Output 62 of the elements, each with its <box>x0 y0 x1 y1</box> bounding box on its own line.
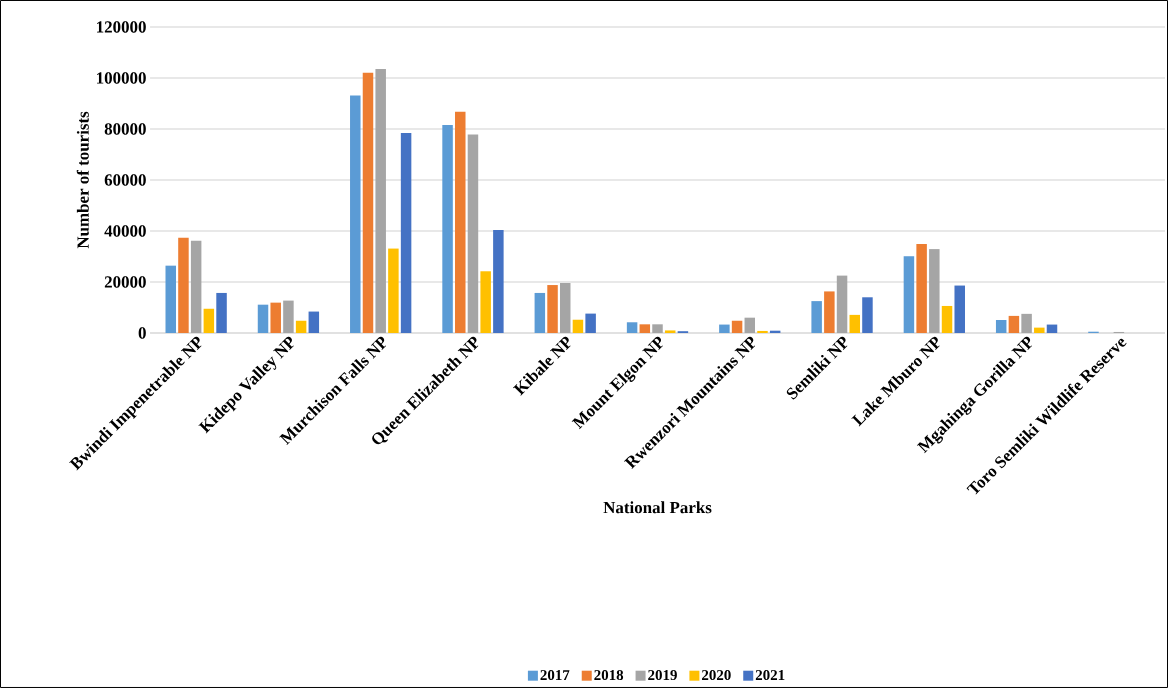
bar <box>257 304 269 333</box>
bar <box>664 330 676 333</box>
bar <box>731 320 743 333</box>
y-axis-title: Number of tourists <box>76 111 89 249</box>
bar <box>811 301 822 333</box>
bar <box>862 297 873 333</box>
bar <box>480 271 491 333</box>
bar <box>270 302 281 333</box>
bar <box>824 291 835 333</box>
bar <box>178 237 189 333</box>
bar <box>203 308 215 333</box>
bar <box>559 283 571 333</box>
bar <box>954 285 965 333</box>
x-axis-title: National Parks <box>603 501 712 514</box>
y-tick-label: 120000 <box>97 21 146 33</box>
legend-label: 2021 <box>755 669 785 681</box>
bar <box>639 324 651 333</box>
y-tick-label: 40000 <box>104 225 146 237</box>
bar <box>165 265 176 333</box>
bar <box>547 285 558 333</box>
bar <box>375 69 386 333</box>
bar <box>455 111 466 333</box>
bar <box>216 292 227 333</box>
bar <box>995 319 1007 333</box>
bar <box>916 243 927 333</box>
y-tick-label: 0 <box>138 327 146 339</box>
y-tick-label: 60000 <box>104 174 146 186</box>
bar <box>903 256 915 333</box>
bar <box>849 314 860 333</box>
y-tick-label: 80000 <box>104 123 146 135</box>
bar <box>719 324 730 333</box>
legend-label: 2019 <box>648 669 677 681</box>
bar <box>295 320 307 333</box>
bar <box>1008 315 1020 333</box>
bar <box>400 133 412 333</box>
bar <box>744 317 756 333</box>
bar <box>585 313 596 333</box>
bar <box>362 72 374 333</box>
legend-label: 2017 <box>540 669 570 681</box>
legend-label: 2018 <box>594 669 624 681</box>
bar <box>929 249 940 333</box>
bar <box>388 248 399 333</box>
bar <box>283 300 294 333</box>
bar <box>941 305 953 333</box>
bar <box>572 319 584 333</box>
bar <box>308 311 320 333</box>
bar <box>757 330 768 333</box>
bar <box>493 229 504 333</box>
bar <box>652 324 663 333</box>
bar <box>442 124 453 333</box>
bar <box>1021 313 1032 333</box>
bar <box>467 134 479 333</box>
bar <box>1034 327 1045 333</box>
bar <box>626 322 638 333</box>
bar <box>836 275 848 333</box>
legend-label: 2020 <box>702 669 731 681</box>
y-tick-label: 100000 <box>97 72 146 84</box>
bar <box>190 240 202 333</box>
bar <box>1046 324 1058 333</box>
bar <box>350 95 361 333</box>
bar <box>534 292 546 333</box>
y-tick-label: 20000 <box>104 276 146 288</box>
